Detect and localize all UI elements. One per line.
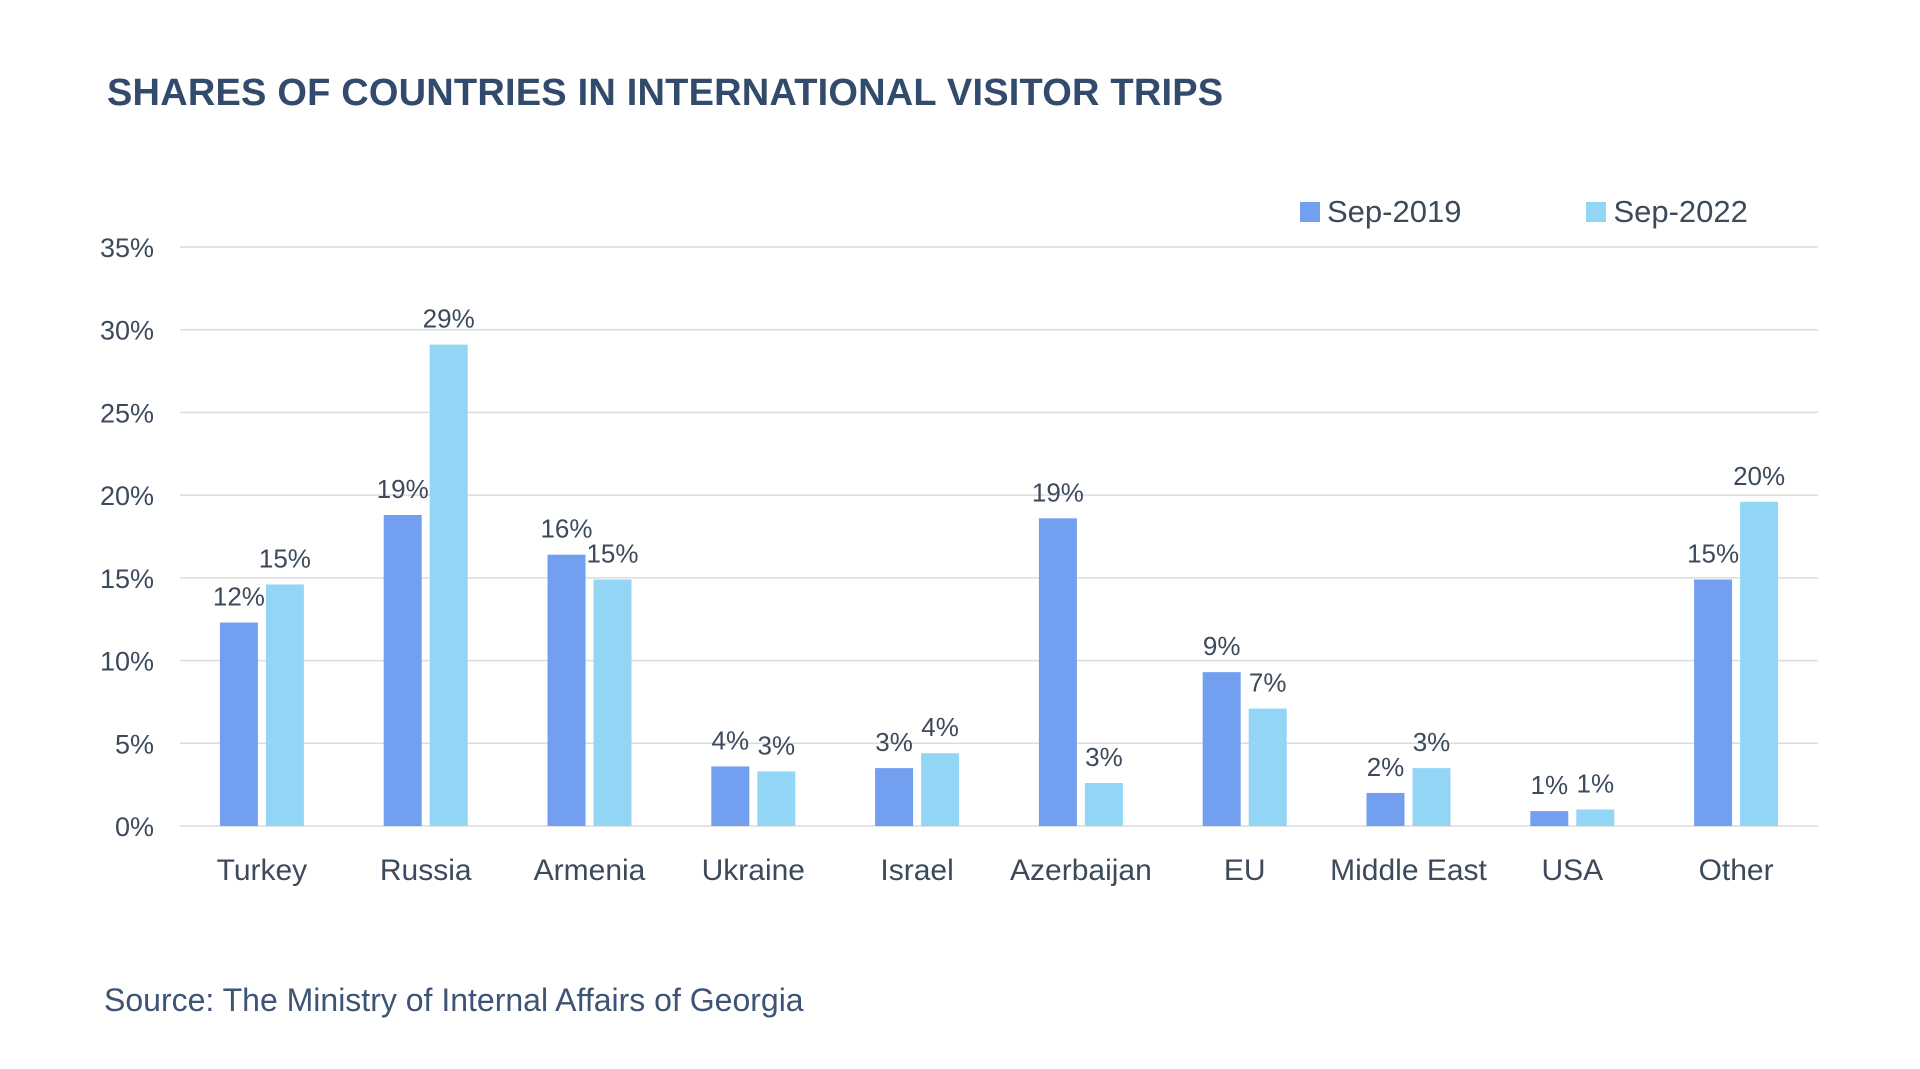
legend: Sep-2019 Sep-2022 — [1300, 194, 1748, 230]
x-tick-label-azerbaijan: Azerbaijan — [1010, 854, 1152, 887]
bar-ukraine-sep-2022 — [757, 771, 796, 826]
legend-swatch-sep-2019 — [1300, 202, 1320, 222]
bar-ukraine-sep-2019 — [711, 766, 750, 826]
data-label-armenia-sep-2022: 15% — [586, 539, 638, 569]
bar-israel-sep-2019 — [875, 768, 914, 826]
bar-eu-sep-2022 — [1248, 708, 1287, 826]
data-label-russia-sep-2019: 19% — [377, 474, 429, 504]
bar-other-sep-2019 — [1694, 579, 1733, 826]
legend-swatch-sep-2022 — [1586, 202, 1607, 222]
data-label-armenia-sep-2019: 16% — [540, 514, 592, 544]
y-tick-label-30: 30% — [100, 316, 154, 346]
x-tick-label-usa: USA — [1541, 854, 1603, 887]
legend-label-sep-2022: Sep-2022 — [1613, 194, 1748, 229]
y-tick-label-5: 5% — [115, 729, 154, 759]
data-label-azerbaijan-sep-2022: 3% — [1085, 742, 1123, 772]
y-tick-label-10: 10% — [100, 647, 154, 677]
chart-title: SHARES OF COUNTRIES IN INTERNATIONAL VIS… — [107, 72, 1224, 114]
data-label-ukraine-sep-2022: 3% — [758, 730, 796, 760]
bar-azerbaijan-sep-2019 — [1038, 518, 1077, 826]
x-tick-label-other: Other — [1699, 854, 1774, 887]
data-label-israel-sep-2019: 3% — [875, 727, 913, 757]
x-tick-label-armenia: Armenia — [534, 854, 646, 887]
legend-item-sep-2019: Sep-2019 — [1300, 194, 1461, 230]
data-label-usa-sep-2019: 1% — [1531, 770, 1569, 800]
bar-usa-sep-2019 — [1530, 811, 1569, 826]
bar-israel-sep-2022 — [921, 753, 960, 826]
data-label-ukraine-sep-2019: 4% — [712, 725, 750, 755]
bar-russia-sep-2019 — [383, 514, 422, 826]
bar-azerbaijan-sep-2022 — [1084, 782, 1123, 826]
y-tick-label-35: 35% — [100, 233, 154, 263]
bar-turkey-sep-2022 — [265, 584, 304, 826]
data-label-turkey-sep-2022: 15% — [259, 543, 311, 573]
x-tick-label-eu: EU — [1224, 854, 1266, 887]
bar-turkey-sep-2019 — [219, 622, 258, 826]
bar-other-sep-2022 — [1740, 501, 1779, 826]
data-label-azerbaijan-sep-2019: 19% — [1032, 477, 1084, 507]
x-tick-label-middle-east: Middle East — [1330, 854, 1487, 887]
data-label-israel-sep-2022: 4% — [921, 712, 959, 742]
data-label-other-sep-2022: 20% — [1733, 461, 1785, 491]
x-tick-label-russia: Russia — [380, 854, 472, 887]
chart-source: Source: The Ministry of Internal Affairs… — [104, 982, 804, 1018]
y-tick-label-20: 20% — [100, 481, 154, 511]
bar-usa-sep-2022 — [1576, 809, 1615, 826]
legend-item-sep-2022: Sep-2022 — [1586, 194, 1748, 230]
y-tick-label-15: 15% — [100, 564, 154, 594]
data-label-middle-east-sep-2019: 2% — [1367, 752, 1405, 782]
data-label-turkey-sep-2019: 12% — [213, 582, 265, 612]
x-tick-label-turkey: Turkey — [217, 854, 308, 887]
data-label-usa-sep-2022: 1% — [1577, 768, 1615, 798]
legend-label-sep-2019: Sep-2019 — [1327, 194, 1462, 229]
data-label-other-sep-2019: 15% — [1687, 539, 1739, 569]
bar-russia-sep-2022 — [429, 344, 468, 826]
bar-eu-sep-2019 — [1202, 672, 1241, 826]
x-tick-label-israel: Israel — [880, 854, 953, 887]
bar-armenia-sep-2022 — [593, 579, 632, 826]
data-label-eu-sep-2019: 9% — [1203, 631, 1241, 661]
data-label-eu-sep-2022: 7% — [1249, 668, 1287, 698]
bar-middle-east-sep-2022 — [1412, 768, 1451, 826]
x-tick-label-ukraine: Ukraine — [702, 854, 805, 887]
data-label-russia-sep-2022: 29% — [423, 304, 475, 334]
y-tick-label-25: 25% — [100, 398, 154, 428]
data-label-middle-east-sep-2022: 3% — [1413, 727, 1451, 757]
y-tick-label-0: 0% — [115, 812, 154, 842]
bar-armenia-sep-2019 — [547, 554, 586, 826]
bar-middle-east-sep-2019 — [1366, 792, 1405, 826]
